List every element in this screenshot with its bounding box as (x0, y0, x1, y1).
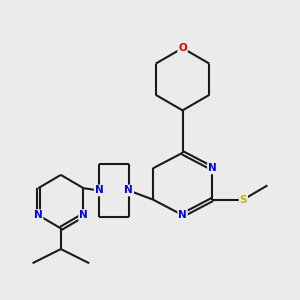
Text: N: N (208, 164, 217, 173)
Text: N: N (34, 210, 43, 220)
Text: N: N (178, 210, 187, 220)
Text: N: N (95, 185, 103, 196)
Text: N: N (79, 210, 88, 220)
Text: O: O (178, 43, 187, 53)
Text: N: N (124, 185, 133, 196)
Text: S: S (240, 194, 247, 205)
